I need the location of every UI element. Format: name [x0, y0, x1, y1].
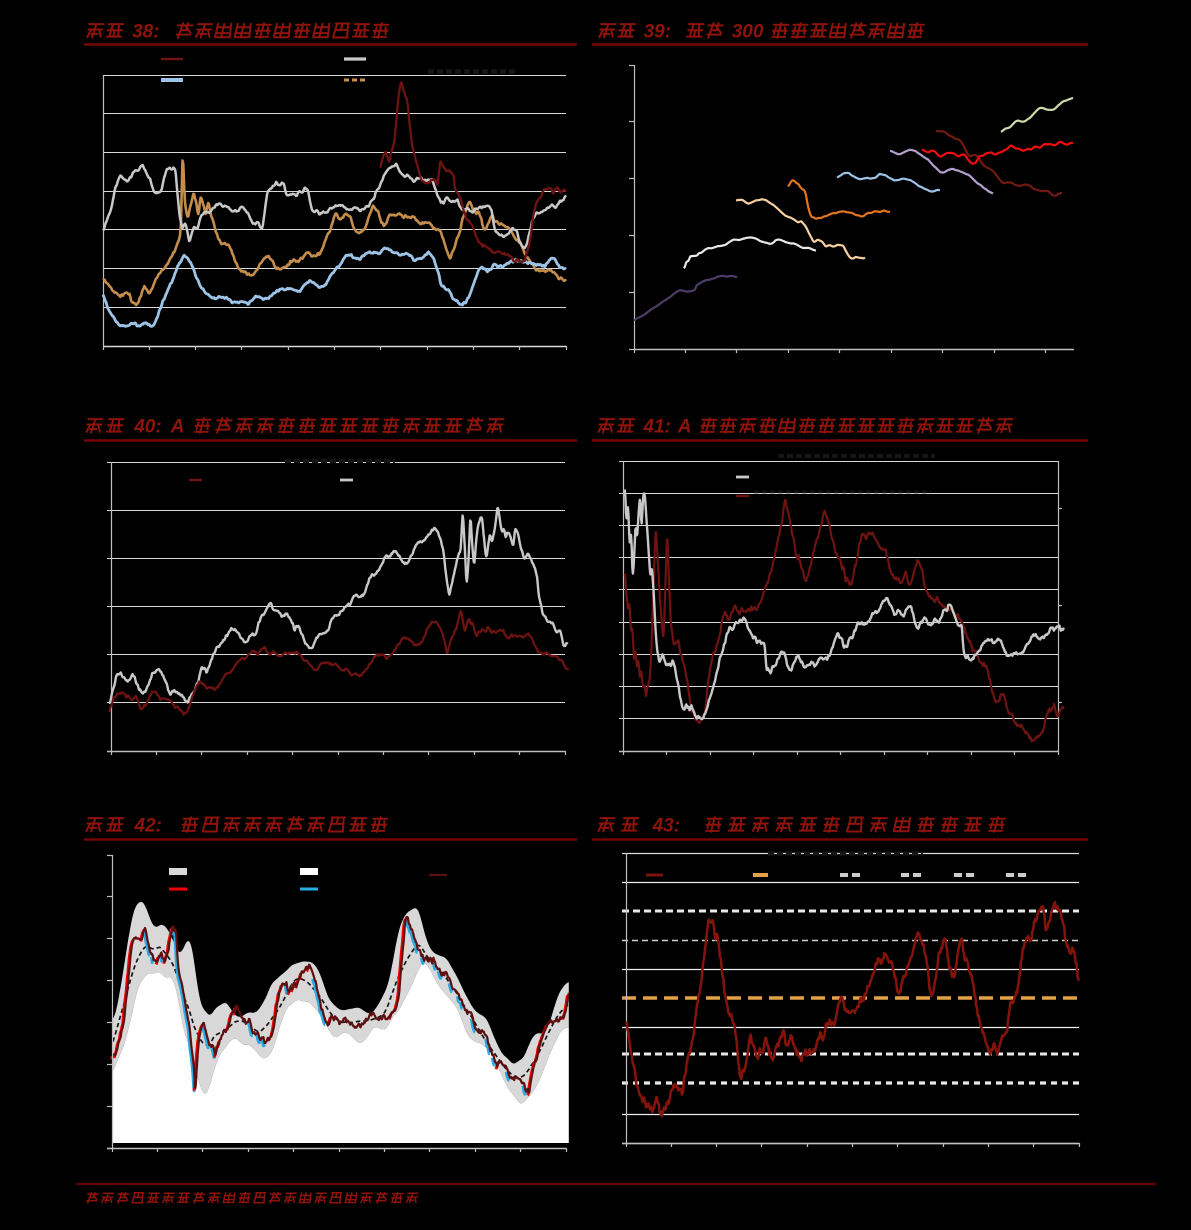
svg-text:38:: 38:	[132, 21, 159, 42]
svg-text:42:: 42:	[134, 815, 162, 836]
svg-text:300: 300	[732, 21, 764, 42]
svg-text:43:: 43:	[652, 815, 680, 836]
svg-text:40:: 40:	[133, 416, 161, 437]
svg-text:39:: 39:	[644, 21, 671, 42]
svg-text:A: A	[677, 416, 692, 437]
svg-text:41:: 41:	[642, 416, 670, 437]
svg-text:A: A	[170, 416, 185, 437]
